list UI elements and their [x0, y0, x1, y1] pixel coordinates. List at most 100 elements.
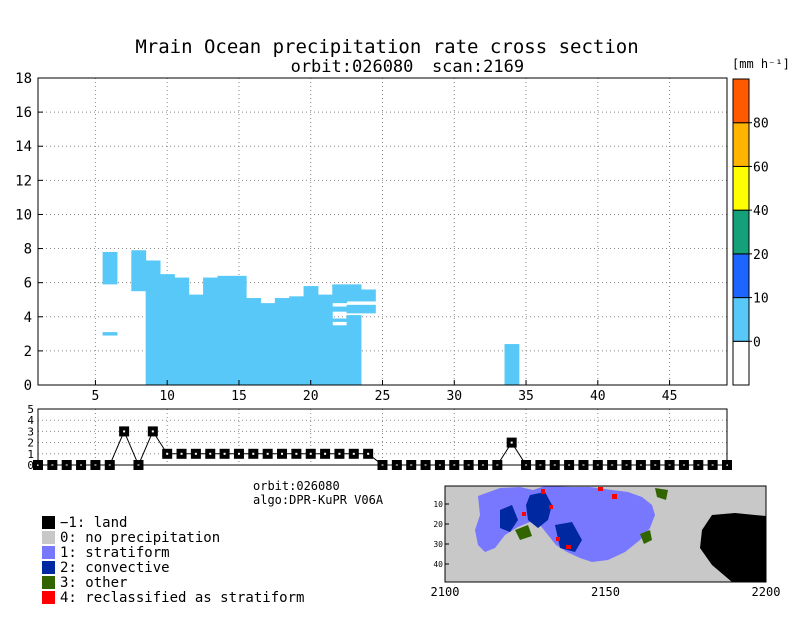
- type-marker: [176, 448, 187, 459]
- map-y-tick-label: 10: [433, 500, 443, 509]
- convective-area-3: [555, 522, 582, 552]
- rain-cell: [174, 277, 190, 385]
- type-marker: [205, 448, 216, 459]
- type-marker: [291, 448, 302, 459]
- main-y-tick-label: 18: [15, 71, 32, 87]
- legend-swatch: [42, 546, 55, 559]
- type-marker-dot: [367, 452, 370, 455]
- colorbar-label: 0: [753, 335, 761, 350]
- type-marker-dot: [252, 452, 255, 455]
- map-frame: [444, 485, 767, 583]
- rain-cell: [145, 260, 161, 385]
- type-marker: [506, 437, 517, 448]
- rain-cell: [346, 315, 362, 385]
- main-y-tick-label: 6: [24, 276, 32, 292]
- type-marker-dot: [281, 452, 284, 455]
- main-y-tick-label: 4: [24, 310, 32, 326]
- type-marker: [233, 448, 244, 459]
- colorbar-swatch: [732, 253, 750, 299]
- legend-label: 1: stratiform: [60, 545, 170, 561]
- rain-cell: [332, 306, 348, 312]
- type-marker-dot: [123, 430, 126, 433]
- rain-columns: [102, 250, 520, 385]
- chart-title: Mrain Ocean precipitation rate cross sec…: [135, 36, 638, 58]
- type-marker: [219, 448, 230, 459]
- main-y-tick-label: 14: [15, 139, 32, 155]
- rain-cell: [160, 274, 175, 385]
- type-marker: [348, 448, 359, 459]
- type-y-tick-label: 0: [27, 459, 34, 472]
- type-marker: [363, 448, 374, 459]
- type-marker-dot: [223, 452, 226, 455]
- other-area-1: [515, 525, 532, 540]
- main-x-tick-label: 10: [159, 389, 175, 404]
- type-marker-dot: [237, 452, 240, 455]
- colorbar-label: 40: [753, 204, 769, 219]
- type-marker: [190, 448, 201, 459]
- type-marker: [147, 426, 158, 437]
- main-x-tick-label: 40: [590, 389, 606, 404]
- rain-cell: [317, 294, 333, 385]
- type-grid: [38, 409, 727, 465]
- colorbar-label: 80: [753, 117, 769, 132]
- type-marker-dot: [324, 452, 327, 455]
- colorbar-swatch: [732, 209, 750, 255]
- rain-cell: [102, 251, 118, 285]
- map-x-tick-label: 2150: [591, 585, 620, 599]
- main-y-tick-label: 2: [24, 344, 32, 360]
- colorbar-swatch: [732, 78, 750, 124]
- rain-cell: [260, 303, 276, 385]
- legend-label: 3: other: [60, 575, 127, 591]
- rain-cell: [346, 304, 362, 314]
- type-marker-dot: [352, 452, 355, 455]
- orbit-subtitle: orbit:026080: [291, 57, 414, 77]
- rain-cell: [504, 344, 520, 385]
- colorbar-label: 60: [753, 160, 769, 175]
- type-marker-dot: [180, 452, 183, 455]
- rain-cell: [346, 284, 362, 302]
- main-x-axis: 5 10 15 20 25 30 35 40 45: [92, 380, 677, 404]
- type-marker: [262, 448, 273, 459]
- main-x-tick-label: 5: [92, 389, 100, 404]
- reclass-pixel-3: [612, 494, 617, 499]
- legend-swatch: [42, 561, 55, 574]
- legend-label: −1: land: [60, 515, 127, 531]
- colorbar: 0 10 20 40 60 80: [732, 78, 769, 386]
- type-marker: [320, 448, 331, 459]
- legend-swatch: [42, 591, 55, 604]
- reclass-pixel-1: [541, 489, 545, 494]
- type-marker: [334, 448, 345, 459]
- rain-cell: [360, 304, 376, 314]
- legend-label: 0: no precipitation: [60, 530, 220, 546]
- map-y-tick-label: 40: [433, 560, 443, 569]
- rain-cell: [332, 284, 348, 304]
- main-x-tick-label: 15: [231, 389, 247, 404]
- main-y-tick-label: 0: [24, 378, 32, 394]
- rain-cell: [203, 277, 218, 385]
- main-x-tick-label: 20: [303, 389, 319, 404]
- type-marker-dot: [266, 452, 269, 455]
- type-line: [38, 430, 727, 467]
- main-x-tick-label: 30: [446, 389, 462, 404]
- rain-cell: [102, 332, 118, 336]
- main-y-axis: 0 2 4 6 8 10 12 14 16 18: [15, 71, 43, 394]
- type-marker-dot: [209, 452, 212, 455]
- main-x-tick-label: 35: [518, 389, 534, 404]
- main-y-tick-label: 10: [15, 207, 32, 223]
- type-y-tick-label: 3: [27, 425, 34, 438]
- other-area-2: [640, 530, 652, 544]
- type-marker-dot: [151, 430, 154, 433]
- type-y-tick-label: 2: [27, 437, 34, 450]
- type-plot-frame: [37, 408, 728, 466]
- type-marker-dot: [194, 452, 197, 455]
- convective-area-1: [526, 492, 552, 528]
- type-marker-dot: [295, 452, 298, 455]
- rain-cell: [332, 318, 348, 322]
- rain-cell: [246, 298, 261, 385]
- colorbar-label: 20: [753, 248, 769, 263]
- legend-swatch: [42, 516, 55, 529]
- map-x-tick-label: 2200: [752, 585, 781, 599]
- main-grid: [38, 78, 727, 385]
